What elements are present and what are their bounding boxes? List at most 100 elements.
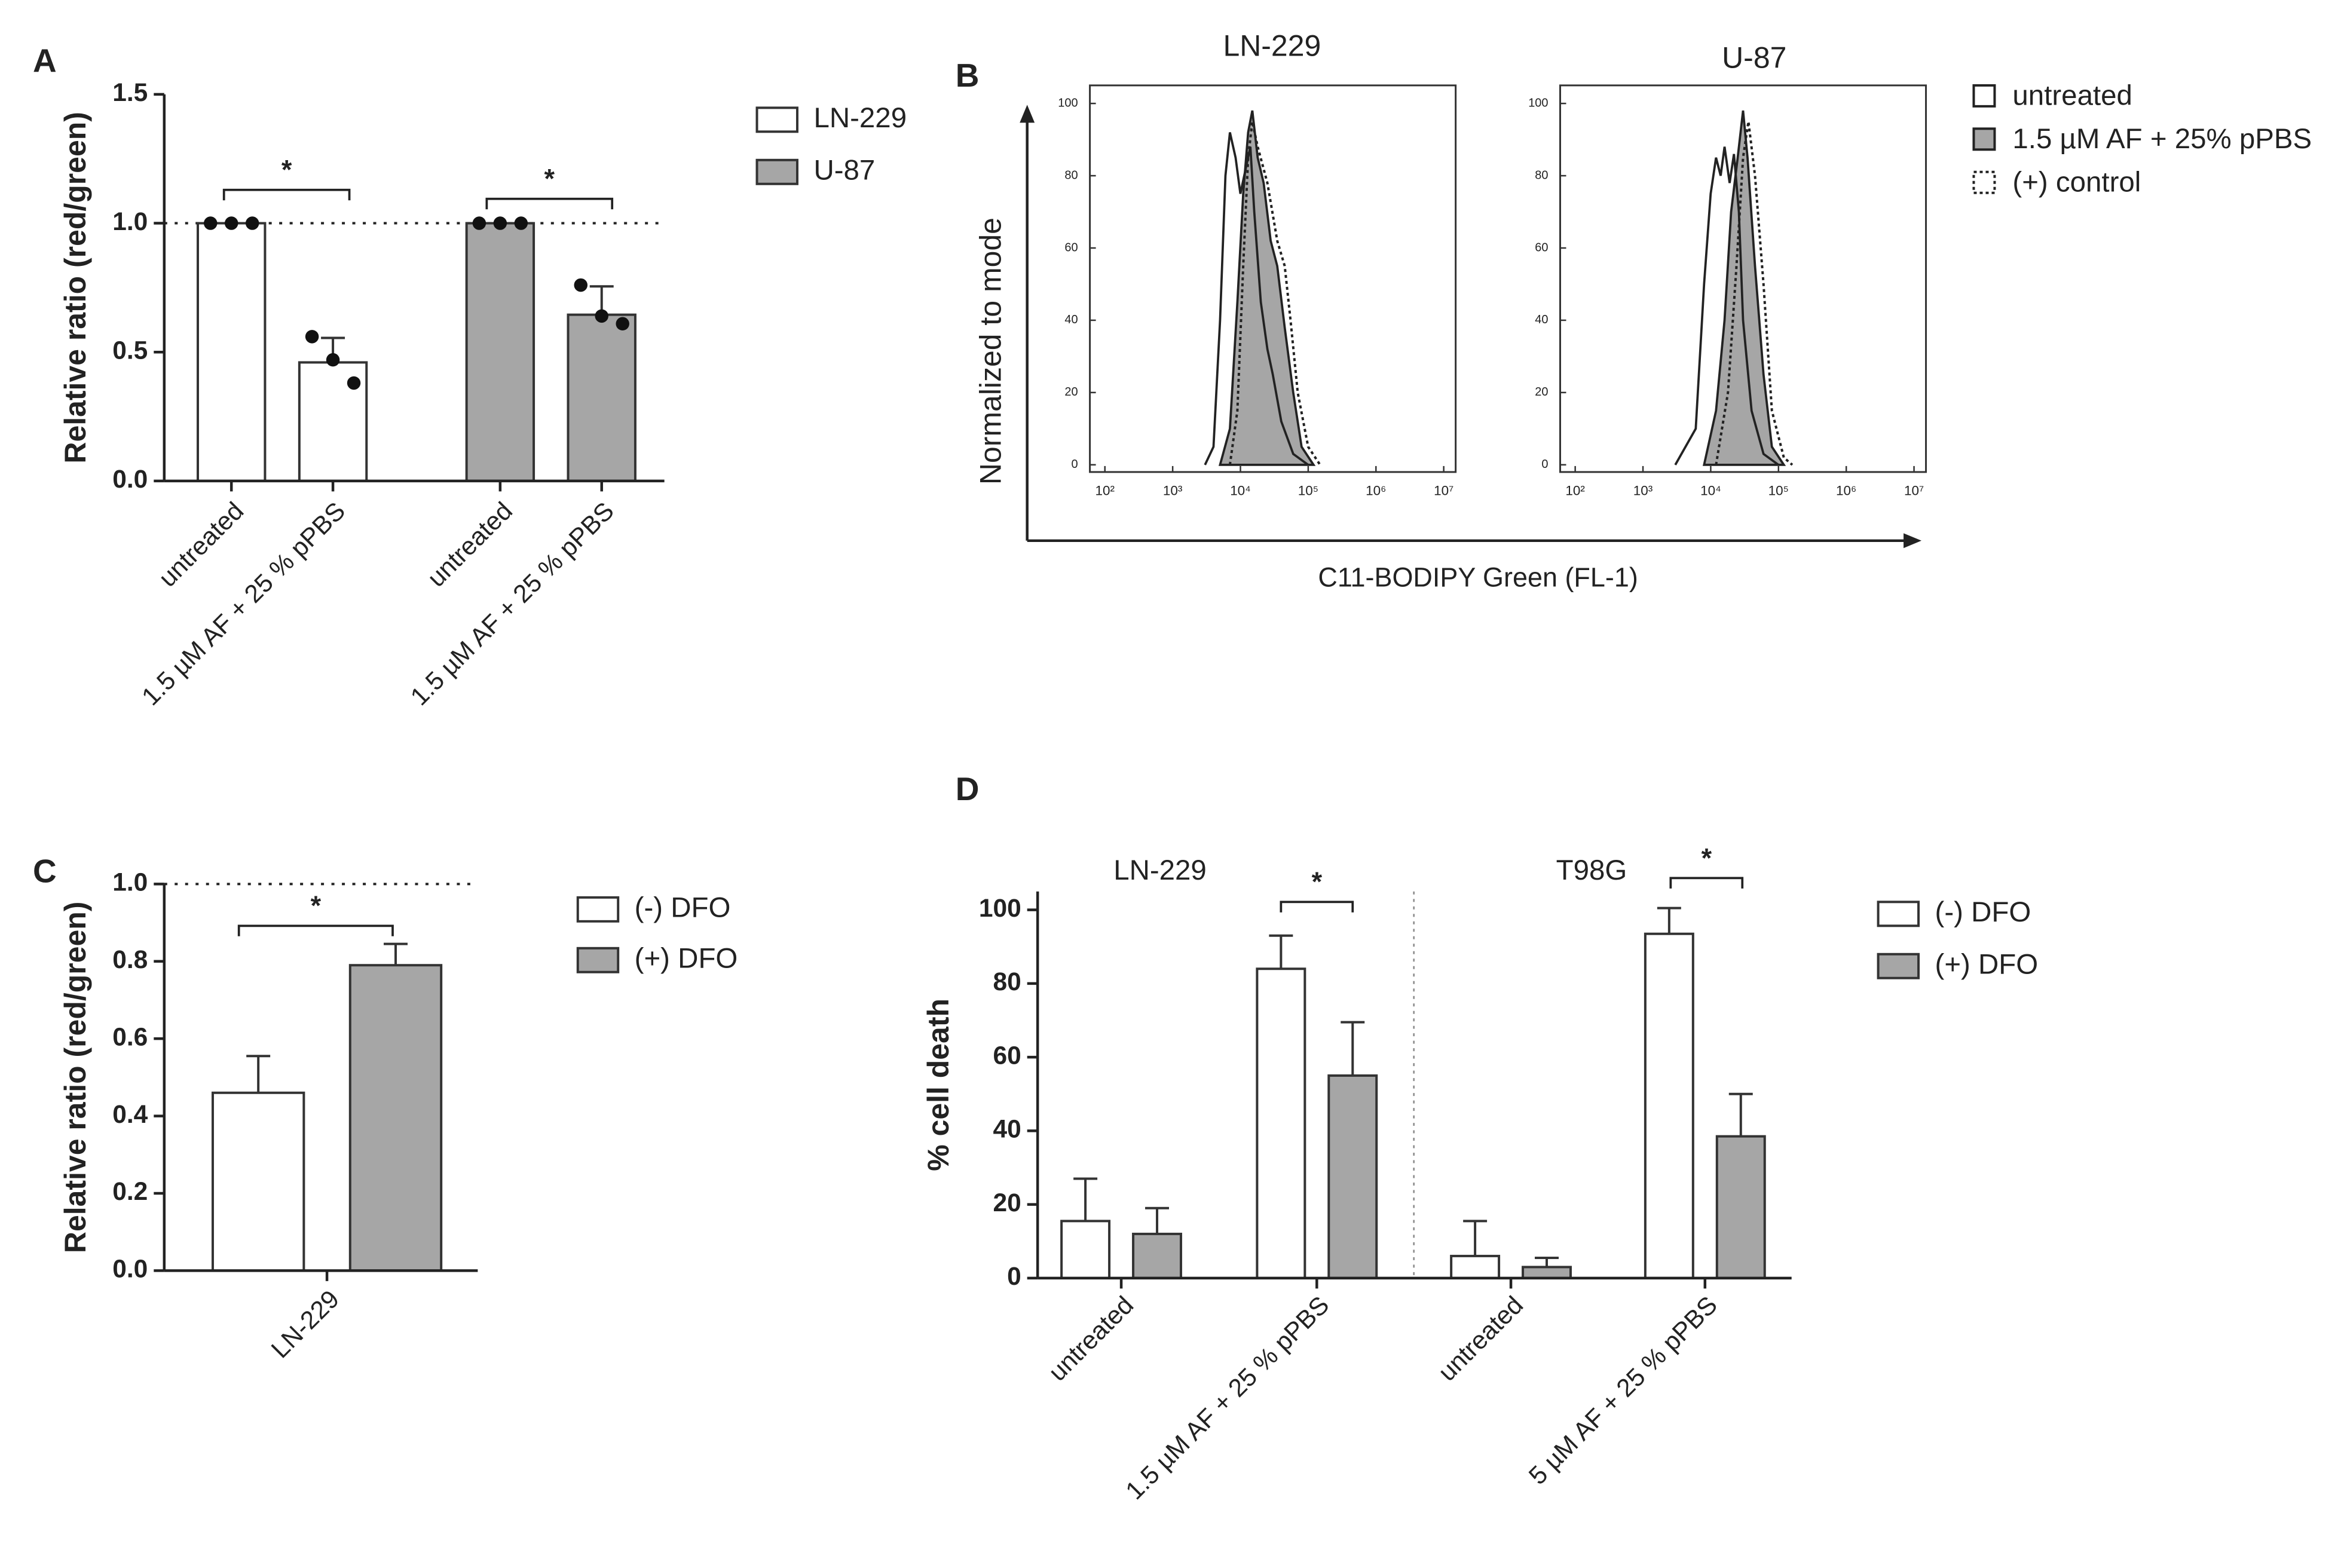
significance-label: * — [1312, 866, 1323, 897]
bar — [196, 222, 267, 482]
x-tick-label: 10⁴ — [1230, 483, 1251, 498]
y-tick-label: 80 — [1535, 169, 1548, 182]
y-axis-label: Relative ratio (red/green) — [59, 902, 92, 1254]
legend-swatch — [1972, 170, 1996, 194]
significance-bracket — [237, 924, 394, 936]
y-tick-label: 0.5 — [112, 336, 148, 364]
y-tick-label: 100 — [1528, 96, 1548, 109]
y-tick-label: 40 — [1535, 313, 1548, 326]
y-tick-label: 0.0 — [112, 465, 148, 493]
data-point — [203, 216, 218, 230]
panel-title: LN-229 — [1223, 29, 1321, 63]
legend-swatch — [1877, 953, 1920, 979]
x-tick-label: 10⁴ — [1700, 483, 1721, 498]
histogram-curve — [1218, 110, 1316, 466]
x-tick-label: 10⁷ — [1434, 483, 1453, 498]
data-point — [326, 353, 340, 367]
y-tick-label: 1.0 — [112, 207, 148, 235]
data-point — [245, 216, 259, 230]
panel-title: U-87 — [1722, 41, 1786, 75]
y-tick-label: 80 — [993, 967, 1021, 996]
data-point — [514, 216, 528, 230]
legend-swatch — [755, 106, 798, 133]
group-title: T98G — [1556, 855, 1627, 886]
y-tick-label: 0 — [1007, 1262, 1021, 1290]
x-tick-label: 10⁷ — [1904, 483, 1924, 498]
y-tick-label: 0.2 — [112, 1177, 148, 1205]
data-point — [224, 216, 238, 230]
data-point — [347, 376, 361, 390]
histogram-curve — [1228, 121, 1321, 466]
x-tick-label: 10³ — [1633, 483, 1653, 498]
y-tick-label: 0.4 — [112, 1100, 148, 1128]
y-tick-label: 20 — [1535, 385, 1548, 399]
bar — [1060, 1220, 1111, 1279]
significance-label: * — [1702, 843, 1712, 873]
y-tick-label: 60 — [1535, 241, 1548, 254]
legend-swatch — [576, 947, 620, 973]
data-point — [574, 278, 587, 292]
y-tick-label: 20 — [993, 1189, 1021, 1217]
panel-letter: D — [956, 770, 980, 807]
legend-label: (+) control — [2012, 166, 2141, 198]
significance-bracket — [222, 188, 351, 201]
legend-label: (-) DFO — [635, 892, 731, 923]
y-tick-label: 1.5 — [112, 78, 148, 106]
significance-label: * — [311, 890, 322, 921]
bar — [1256, 967, 1306, 1279]
legend-label: U-87 — [813, 154, 875, 186]
y-tick-label: 1.0 — [112, 868, 148, 896]
y-tick-label: 40 — [1064, 313, 1078, 326]
legend-swatch — [755, 158, 798, 185]
bar — [1644, 932, 1694, 1279]
legend-label: 1.5 µM AF + 25% pPBS — [2012, 123, 2312, 155]
significance-bracket — [485, 197, 614, 210]
group-title: LN-229 — [1113, 855, 1207, 886]
significance-bracket — [1669, 877, 1744, 889]
bar — [465, 222, 535, 482]
legend-swatch — [1877, 901, 1920, 927]
legend-label: (+) DFO — [635, 942, 738, 974]
y-tick-label: 0 — [1072, 458, 1078, 471]
y-tick-label: 0.0 — [112, 1255, 148, 1283]
y-tick-label: 60 — [993, 1041, 1021, 1069]
y-tick-label: 100 — [1058, 96, 1078, 109]
data-point — [595, 309, 608, 323]
bar — [567, 313, 636, 482]
x-tick-label: 10² — [1565, 483, 1585, 498]
panel-letter: C — [33, 852, 57, 889]
bar — [1715, 1135, 1766, 1279]
y-axis-label: Relative ratio (red/green) — [59, 112, 92, 464]
x-tick-label: 10⁵ — [1768, 483, 1789, 498]
y-tick-label: 40 — [993, 1115, 1021, 1143]
y-tick-label: 0 — [1541, 458, 1548, 471]
bar — [1450, 1254, 1501, 1279]
significance-bracket — [1280, 901, 1354, 912]
legend-swatch — [576, 896, 620, 923]
legend-label: LN-229 — [813, 102, 907, 134]
y-axis-label: Normalized to mode — [974, 218, 1007, 485]
x-tick-label: 10⁶ — [1366, 483, 1386, 498]
legend-swatch — [1972, 84, 1996, 108]
x-tick-label: 10³ — [1163, 483, 1183, 498]
y-tick-label: 0.6 — [112, 1022, 148, 1051]
significance-label: * — [544, 164, 555, 194]
y-tick-label: 0.8 — [112, 945, 148, 973]
bar — [348, 964, 443, 1272]
x-tick-label: 10⁵ — [1298, 483, 1318, 498]
y-axis-label: % cell death — [922, 999, 955, 1171]
panel-letter: A — [33, 42, 57, 79]
y-tick-label: 20 — [1064, 385, 1078, 399]
y-tick-label: 60 — [1064, 241, 1078, 254]
data-point — [493, 216, 507, 230]
y-tick-label: 100 — [979, 894, 1021, 922]
legend-label: (+) DFO — [1935, 948, 2039, 980]
x-axis-label: C11-BODIPY Green (FL-1) — [1318, 562, 1638, 593]
legend-label: (-) DFO — [1935, 896, 2031, 928]
data-point — [305, 330, 319, 344]
x-tick-label: 10⁶ — [1836, 483, 1856, 498]
x-tick-label: 10² — [1095, 483, 1115, 498]
histogram-curve — [1715, 121, 1794, 466]
histogram-curve — [1674, 146, 1779, 466]
